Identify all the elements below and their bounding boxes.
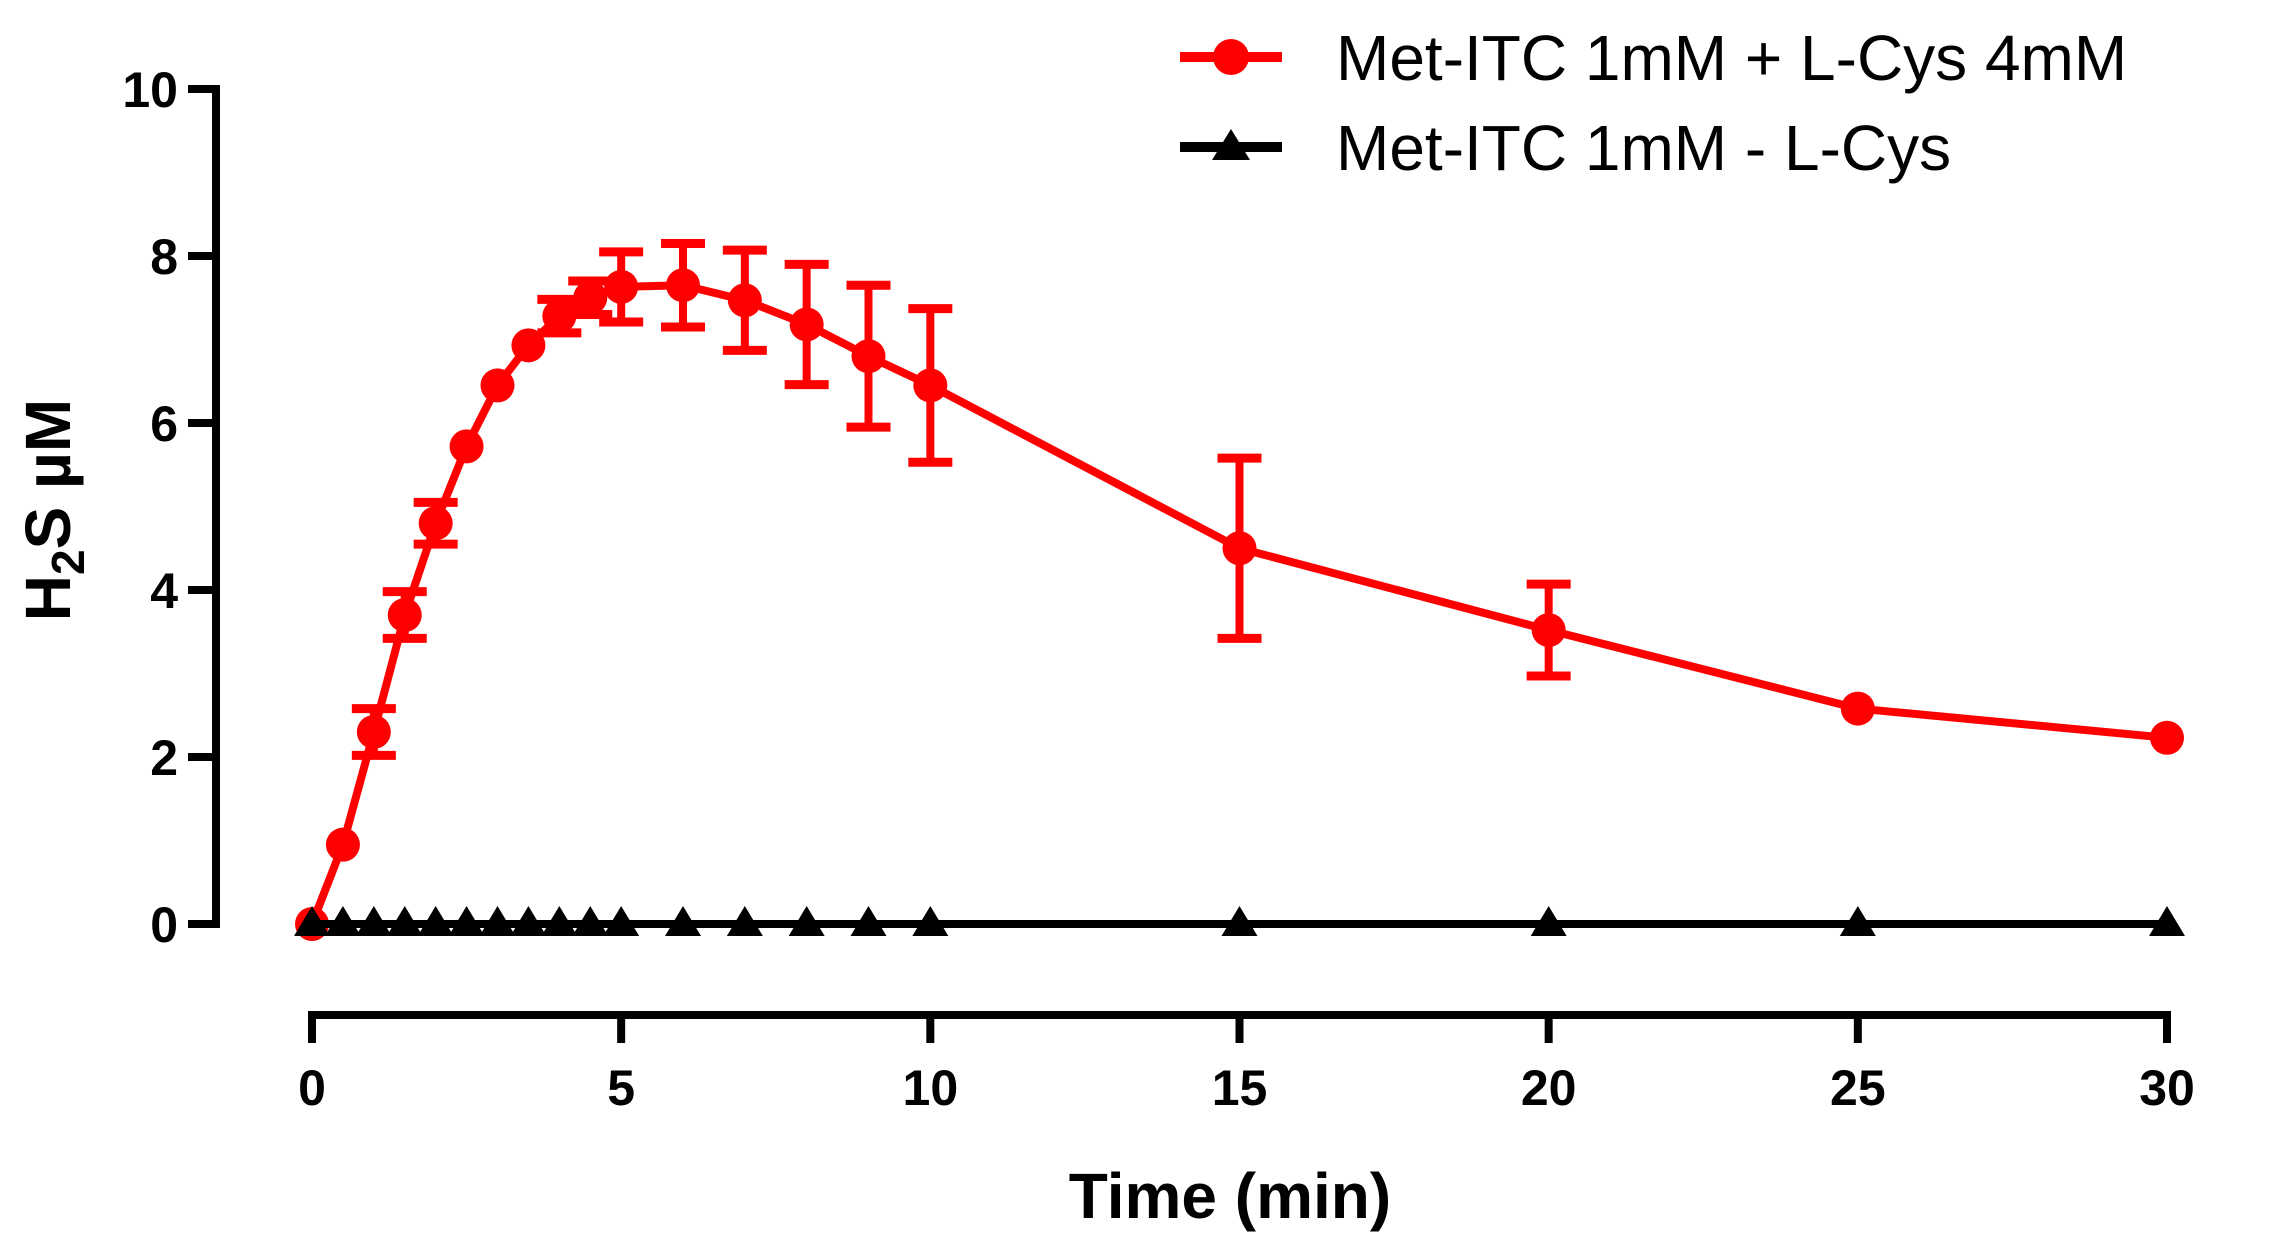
data-point <box>788 906 825 936</box>
legend: Met-ITC 1mM + L-Cys 4mM Met-ITC 1mM - L-… <box>1180 22 2127 184</box>
y-axis-title-subscript: 2 <box>42 549 94 575</box>
y-tick-label: 10 <box>122 62 178 118</box>
y-axis-title-rest: S µM <box>12 399 84 550</box>
data-point <box>386 906 423 936</box>
data-point <box>913 368 948 403</box>
legend-marker-series-2 <box>1212 129 1250 160</box>
legend-item-series-2: Met-ITC 1mM - L-Cys <box>1180 112 1951 184</box>
series-1 <box>295 238 2184 941</box>
data-point <box>511 328 546 363</box>
data-point <box>325 827 360 862</box>
data-point <box>604 269 639 304</box>
y-axis: 0 2 4 6 8 10 <box>122 62 220 953</box>
data-point <box>1839 906 1876 936</box>
data-point <box>1531 613 1566 648</box>
data-point <box>789 307 824 342</box>
y-tick-label: 8 <box>150 229 178 285</box>
data-point <box>448 906 485 936</box>
data-point <box>912 906 949 936</box>
x-tick-label: 30 <box>2139 1060 2195 1116</box>
y-tick-label: 4 <box>150 563 178 619</box>
y-tick-label: 0 <box>150 897 178 953</box>
y-tick-label: 6 <box>150 396 178 452</box>
data-point <box>541 906 578 936</box>
data-point <box>603 906 640 936</box>
x-tick-label: 25 <box>1830 1060 1886 1116</box>
data-point <box>510 906 547 936</box>
legend-marker-series-1 <box>1213 39 1249 75</box>
data-point <box>851 339 886 374</box>
data-point <box>417 906 454 936</box>
data-point <box>480 368 515 403</box>
x-tick-label: 15 <box>1212 1060 1268 1116</box>
data-point <box>1530 906 1567 936</box>
data-point <box>572 906 609 936</box>
x-tick-label: 10 <box>903 1060 959 1116</box>
legend-label-series-2: Met-ITC 1mM - L-Cys <box>1336 112 1951 184</box>
data-point <box>1222 531 1257 566</box>
data-point <box>726 906 763 936</box>
x-tick-label: 20 <box>1521 1060 1577 1116</box>
data-point <box>294 906 330 936</box>
data-point <box>387 598 422 633</box>
data-point <box>727 283 762 318</box>
series-2 <box>294 906 2185 936</box>
x-axis-title: Time (min) <box>1069 1160 1391 1232</box>
x-axis: 0 5 10 15 20 25 30 <box>298 1011 2195 1116</box>
data-point <box>449 429 484 464</box>
data-point <box>479 906 516 936</box>
y-axis-title-main: H <box>12 575 84 621</box>
legend-item-series-1: Met-ITC 1mM + L-Cys 4mM <box>1180 22 2127 94</box>
data-point <box>2150 720 2184 755</box>
data-point <box>1221 906 1258 936</box>
data-point <box>1840 691 1875 726</box>
y-tick-label: 2 <box>150 730 178 786</box>
data-point <box>542 299 577 334</box>
x-tick-label: 0 <box>298 1060 326 1116</box>
x-tick-label: 5 <box>607 1060 635 1116</box>
y-axis-title: H2S µM <box>12 399 94 621</box>
data-point <box>2149 906 2185 936</box>
data-point <box>356 714 391 749</box>
data-point <box>418 506 453 541</box>
legend-label-series-1: Met-ITC 1mM + L-Cys 4mM <box>1336 22 2127 94</box>
data-point <box>665 906 701 936</box>
data-point <box>324 906 361 936</box>
series-layer <box>294 238 2185 941</box>
data-point <box>666 268 700 303</box>
data-point <box>850 906 887 936</box>
data-point <box>573 280 608 315</box>
data-point <box>355 906 392 936</box>
